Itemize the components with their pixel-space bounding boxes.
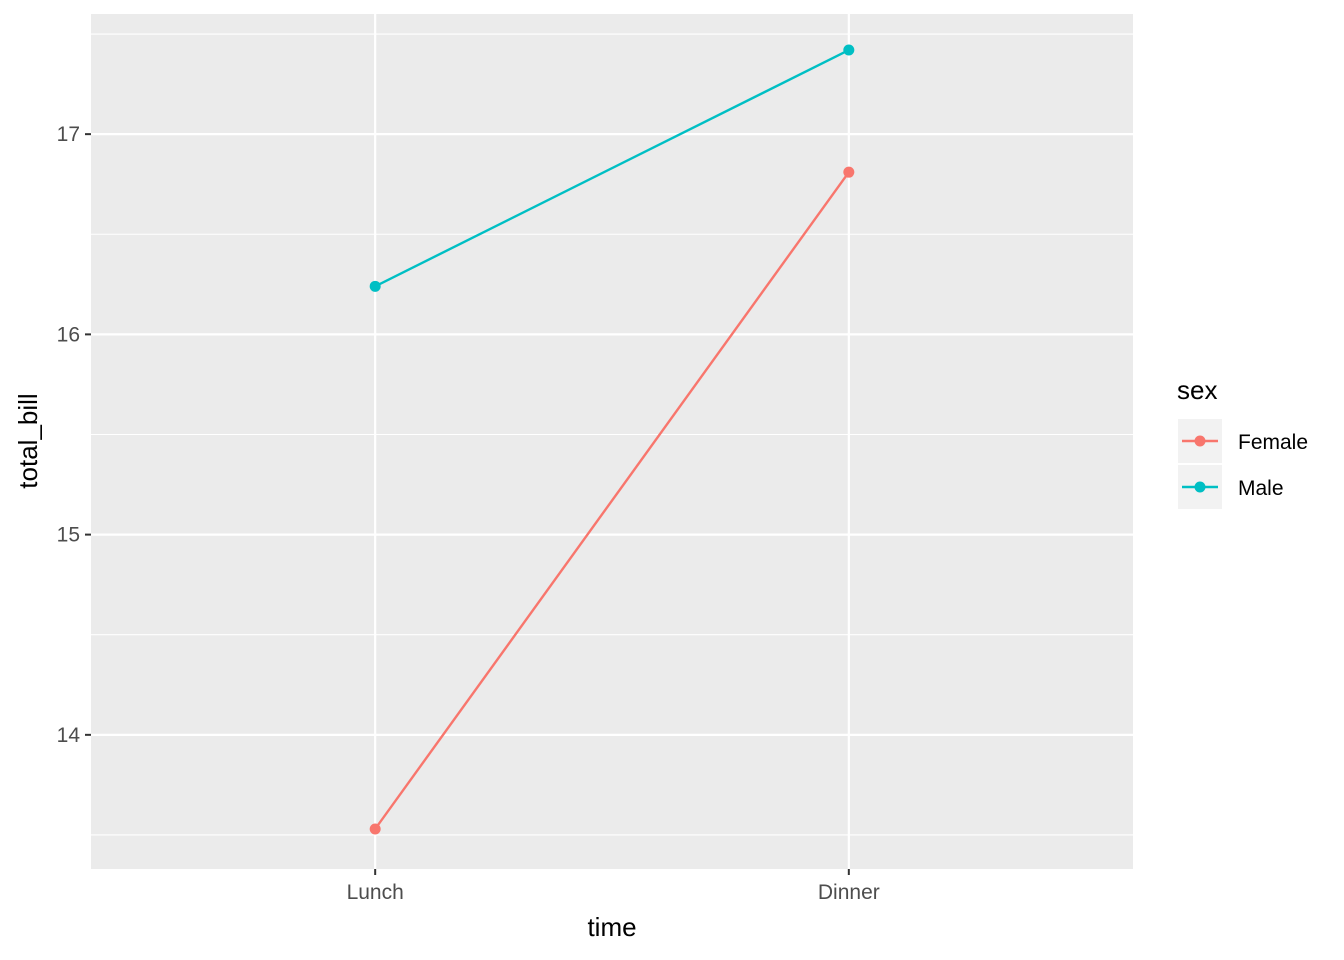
minor-gridlines [91,33,1133,836]
plot-panel [91,14,1133,869]
x-axis: Lunch Dinner [347,869,880,904]
y-tick-label: 14 [57,724,81,747]
data-point [369,823,381,835]
series-male [369,44,855,292]
series-line [374,171,850,830]
legend-key-point [1194,481,1206,493]
legend-title: sex [1177,375,1217,405]
legend-items: Female Male [1178,419,1308,509]
data-point [843,44,855,56]
y-axis-title: total_bill [13,393,43,488]
legend: sex Female Male [1177,375,1308,509]
legend-item-male: Male [1178,465,1284,509]
series-line [374,48,850,288]
x-axis-title: time [587,912,636,942]
y-tick-label: 15 [57,524,80,547]
legend-label: Male [1238,477,1284,500]
series-female [369,166,855,835]
data-point [843,166,855,178]
legend-key-point [1194,435,1206,447]
x-tick-label: Dinner [818,881,880,904]
data-point [369,280,381,292]
legend-item-female: Female [1178,419,1308,463]
y-tick-label: 17 [57,123,80,146]
series-layer [369,44,855,835]
legend-label: Female [1238,431,1308,454]
y-tick-label: 16 [57,323,80,346]
major-gridlines [91,14,1133,869]
x-tick-label: Lunch [347,881,404,904]
y-axis: 14 15 16 17 [57,123,91,747]
